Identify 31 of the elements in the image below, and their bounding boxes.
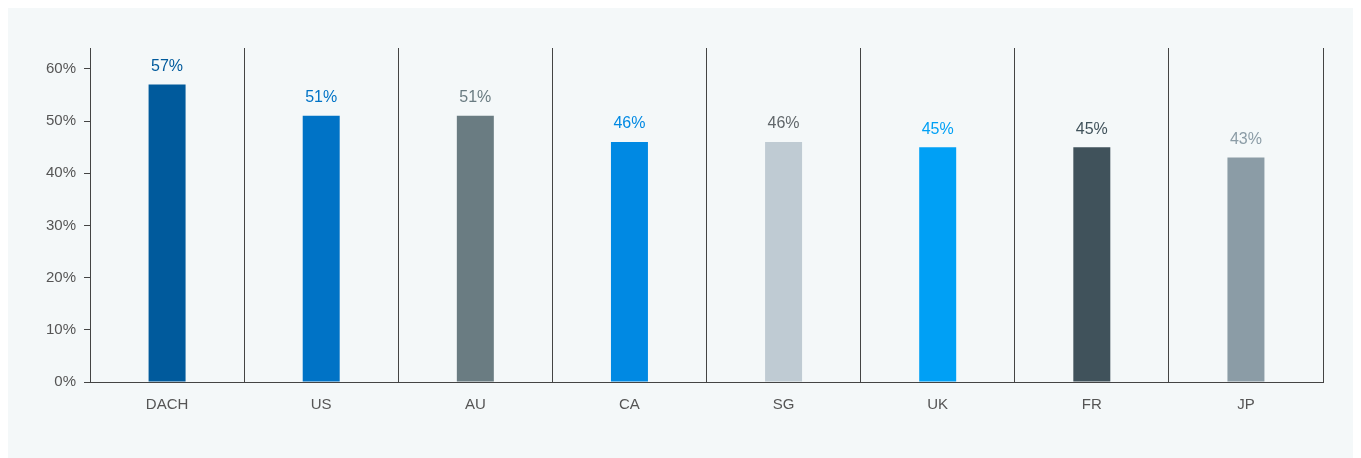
bar (456, 115, 494, 382)
bar (1227, 157, 1265, 382)
bar (919, 147, 957, 382)
data-label: 51% (459, 88, 492, 106)
y-tick-label: 40% (45, 163, 77, 181)
x-tick-label: DACH (145, 395, 189, 413)
data-label: 46% (767, 114, 800, 132)
data-label: 45% (921, 119, 954, 137)
data-label: 46% (613, 114, 646, 132)
data-label: 51% (305, 88, 338, 106)
x-tick-label: JP (1237, 395, 1255, 413)
x-tick-label: UK (927, 395, 949, 413)
x-tick-label: SG (772, 395, 795, 413)
y-tick-label: 10% (45, 319, 77, 337)
x-tick-label: AU (464, 395, 486, 413)
x-tick-label: CA (619, 395, 640, 413)
bar (1073, 147, 1111, 382)
data-label: 57% (151, 56, 184, 74)
x-tick-label: US (310, 395, 332, 413)
bar (148, 84, 186, 382)
y-tick-label: 50% (45, 111, 77, 129)
data-label: 45% (1075, 119, 1108, 137)
bar (610, 141, 648, 382)
y-tick-label: 0% (54, 372, 77, 390)
bar (302, 115, 340, 382)
x-tick-label: FR (1081, 395, 1102, 413)
y-tick-label: 60% (45, 59, 77, 77)
y-tick-label: 20% (45, 267, 77, 285)
data-label: 43% (1229, 130, 1262, 147)
y-tick-label: 30% (45, 215, 77, 233)
bar (765, 141, 803, 382)
